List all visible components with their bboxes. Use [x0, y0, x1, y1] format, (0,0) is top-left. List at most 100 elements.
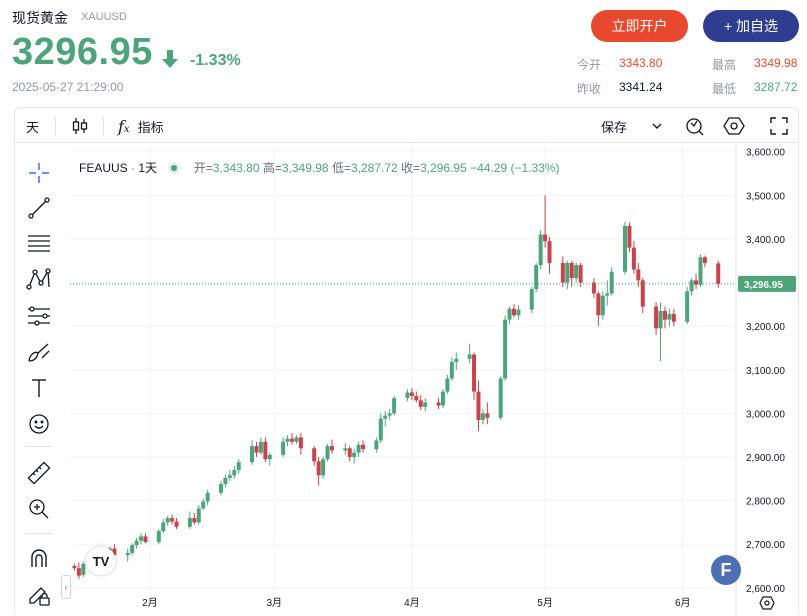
- candle-body: [512, 308, 516, 316]
- low-value: 3287.72: [754, 80, 798, 94]
- candles-icon[interactable]: [71, 108, 89, 144]
- x-tick-label: 3月: [266, 597, 282, 609]
- candle: [529, 286, 534, 314]
- candle: [165, 515, 170, 526]
- last-price-label: 3,296.95: [744, 280, 783, 291]
- legend-visibility-dot[interactable]: [168, 162, 181, 174]
- ruler-icon[interactable]: [22, 458, 56, 488]
- x-tick-label: 6月: [675, 597, 691, 609]
- candle: [187, 511, 192, 529]
- candle-body: [81, 563, 86, 575]
- candle: [472, 352, 477, 401]
- candle: [383, 411, 388, 427]
- candle: [498, 376, 503, 420]
- x-tick-label: 4月: [404, 597, 420, 609]
- candle: [281, 437, 286, 457]
- candle-body: [658, 310, 663, 329]
- candle-body: [600, 295, 605, 316]
- pattern-icon[interactable]: [22, 264, 56, 294]
- chart-grid: [70, 143, 736, 595]
- crosshair-icon[interactable]: [22, 158, 56, 188]
- candle: [285, 435, 290, 447]
- legend-high-value: 3,349.98: [281, 161, 329, 175]
- brush-icon[interactable]: [22, 337, 56, 367]
- fullscreen-icon[interactable]: [769, 108, 789, 144]
- candle: [267, 452, 272, 466]
- save-button[interactable]: 保存: [601, 108, 627, 144]
- zoom-icon[interactable]: [22, 494, 56, 524]
- candle-body: [134, 540, 139, 546]
- candle: [125, 548, 130, 562]
- candle: [387, 409, 392, 420]
- candle-body: [187, 518, 192, 527]
- candle: [218, 480, 223, 496]
- high-value: 3349.98: [754, 56, 798, 70]
- f-badge-icon[interactable]: F: [711, 555, 741, 585]
- candle: [352, 449, 357, 464]
- tradingview-logo[interactable]: TV: [86, 547, 116, 575]
- candle-body: [205, 492, 210, 502]
- legend-close-label: 收: [401, 161, 414, 175]
- candle: [449, 357, 454, 381]
- candle-body: [258, 441, 263, 453]
- collapse-sidebar-tab[interactable]: ‹: [61, 575, 71, 599]
- candle-body: [267, 454, 272, 460]
- candle: [409, 388, 414, 401]
- trendline-icon[interactable]: [22, 193, 56, 223]
- settings-hex-icon[interactable]: [723, 108, 745, 144]
- candle-body: [290, 438, 294, 442]
- candle: [640, 278, 645, 314]
- candle: [658, 302, 663, 362]
- candle-body: [694, 280, 699, 285]
- candle: [405, 389, 410, 402]
- y-tick-label: 3,000.00: [746, 409, 785, 420]
- candle: [130, 543, 135, 556]
- candle: [662, 306, 667, 329]
- candle-body: [232, 470, 237, 476]
- low-label: 最低: [712, 82, 737, 96]
- candle: [698, 254, 703, 287]
- candle: [543, 195, 548, 248]
- emoji-icon[interactable]: [22, 409, 56, 439]
- candle-body: [174, 521, 179, 527]
- candle: [547, 236, 552, 274]
- candle-body: [516, 309, 521, 316]
- candle: [294, 435, 299, 444]
- candle-body: [316, 461, 321, 476]
- candle-body: [689, 280, 694, 292]
- add-watchlist-button[interactable]: + 加自选: [703, 10, 799, 42]
- candle: [574, 262, 579, 283]
- candle-body: [263, 441, 268, 460]
- interval-selector[interactable]: 天: [26, 119, 40, 135]
- magnet-icon[interactable]: [22, 543, 56, 573]
- candle: [636, 262, 641, 287]
- y-tick-label: 2,800.00: [746, 497, 785, 508]
- lock-pen-icon[interactable]: [22, 579, 56, 609]
- legend-change: −44.29: [470, 161, 508, 175]
- chevron-down-icon[interactable]: [651, 108, 663, 144]
- y-tick-label: 3,200.00: [746, 322, 785, 333]
- candle: [392, 395, 397, 416]
- legend-ticker: FEAUUS: [79, 161, 128, 175]
- candle-body: [565, 262, 570, 283]
- text-icon[interactable]: [22, 373, 56, 403]
- candle-body: [609, 271, 614, 294]
- indicators-button[interactable]: fx 指标: [118, 108, 164, 144]
- chart-legend: FEAUUS · 1天 开=3,343.80 高=3,349.98 低=3,28…: [79, 161, 560, 175]
- candlestick-chart[interactable]: 2,600.00 2,700.00 2,800.00 2,900.00 3,000.00…: [70, 143, 807, 614]
- open-account-button[interactable]: 立即开户: [591, 10, 688, 42]
- candle: [325, 443, 330, 462]
- fx-indicator-icon: fx: [118, 116, 130, 136]
- toolbar-divider: [103, 117, 104, 135]
- candle: [685, 286, 690, 324]
- channel-icon[interactable]: [22, 301, 56, 331]
- candle-body: [356, 444, 361, 453]
- axis-settings-icon[interactable]: [759, 595, 775, 616]
- candle-body: [423, 402, 428, 407]
- instrument-symbol: XAUUSD: [81, 11, 127, 23]
- fib-lines-icon[interactable]: [22, 228, 56, 258]
- save-label: 保存: [601, 119, 628, 135]
- replay-icon[interactable]: [685, 108, 705, 144]
- candle: [201, 498, 206, 511]
- candle-body: [387, 413, 392, 416]
